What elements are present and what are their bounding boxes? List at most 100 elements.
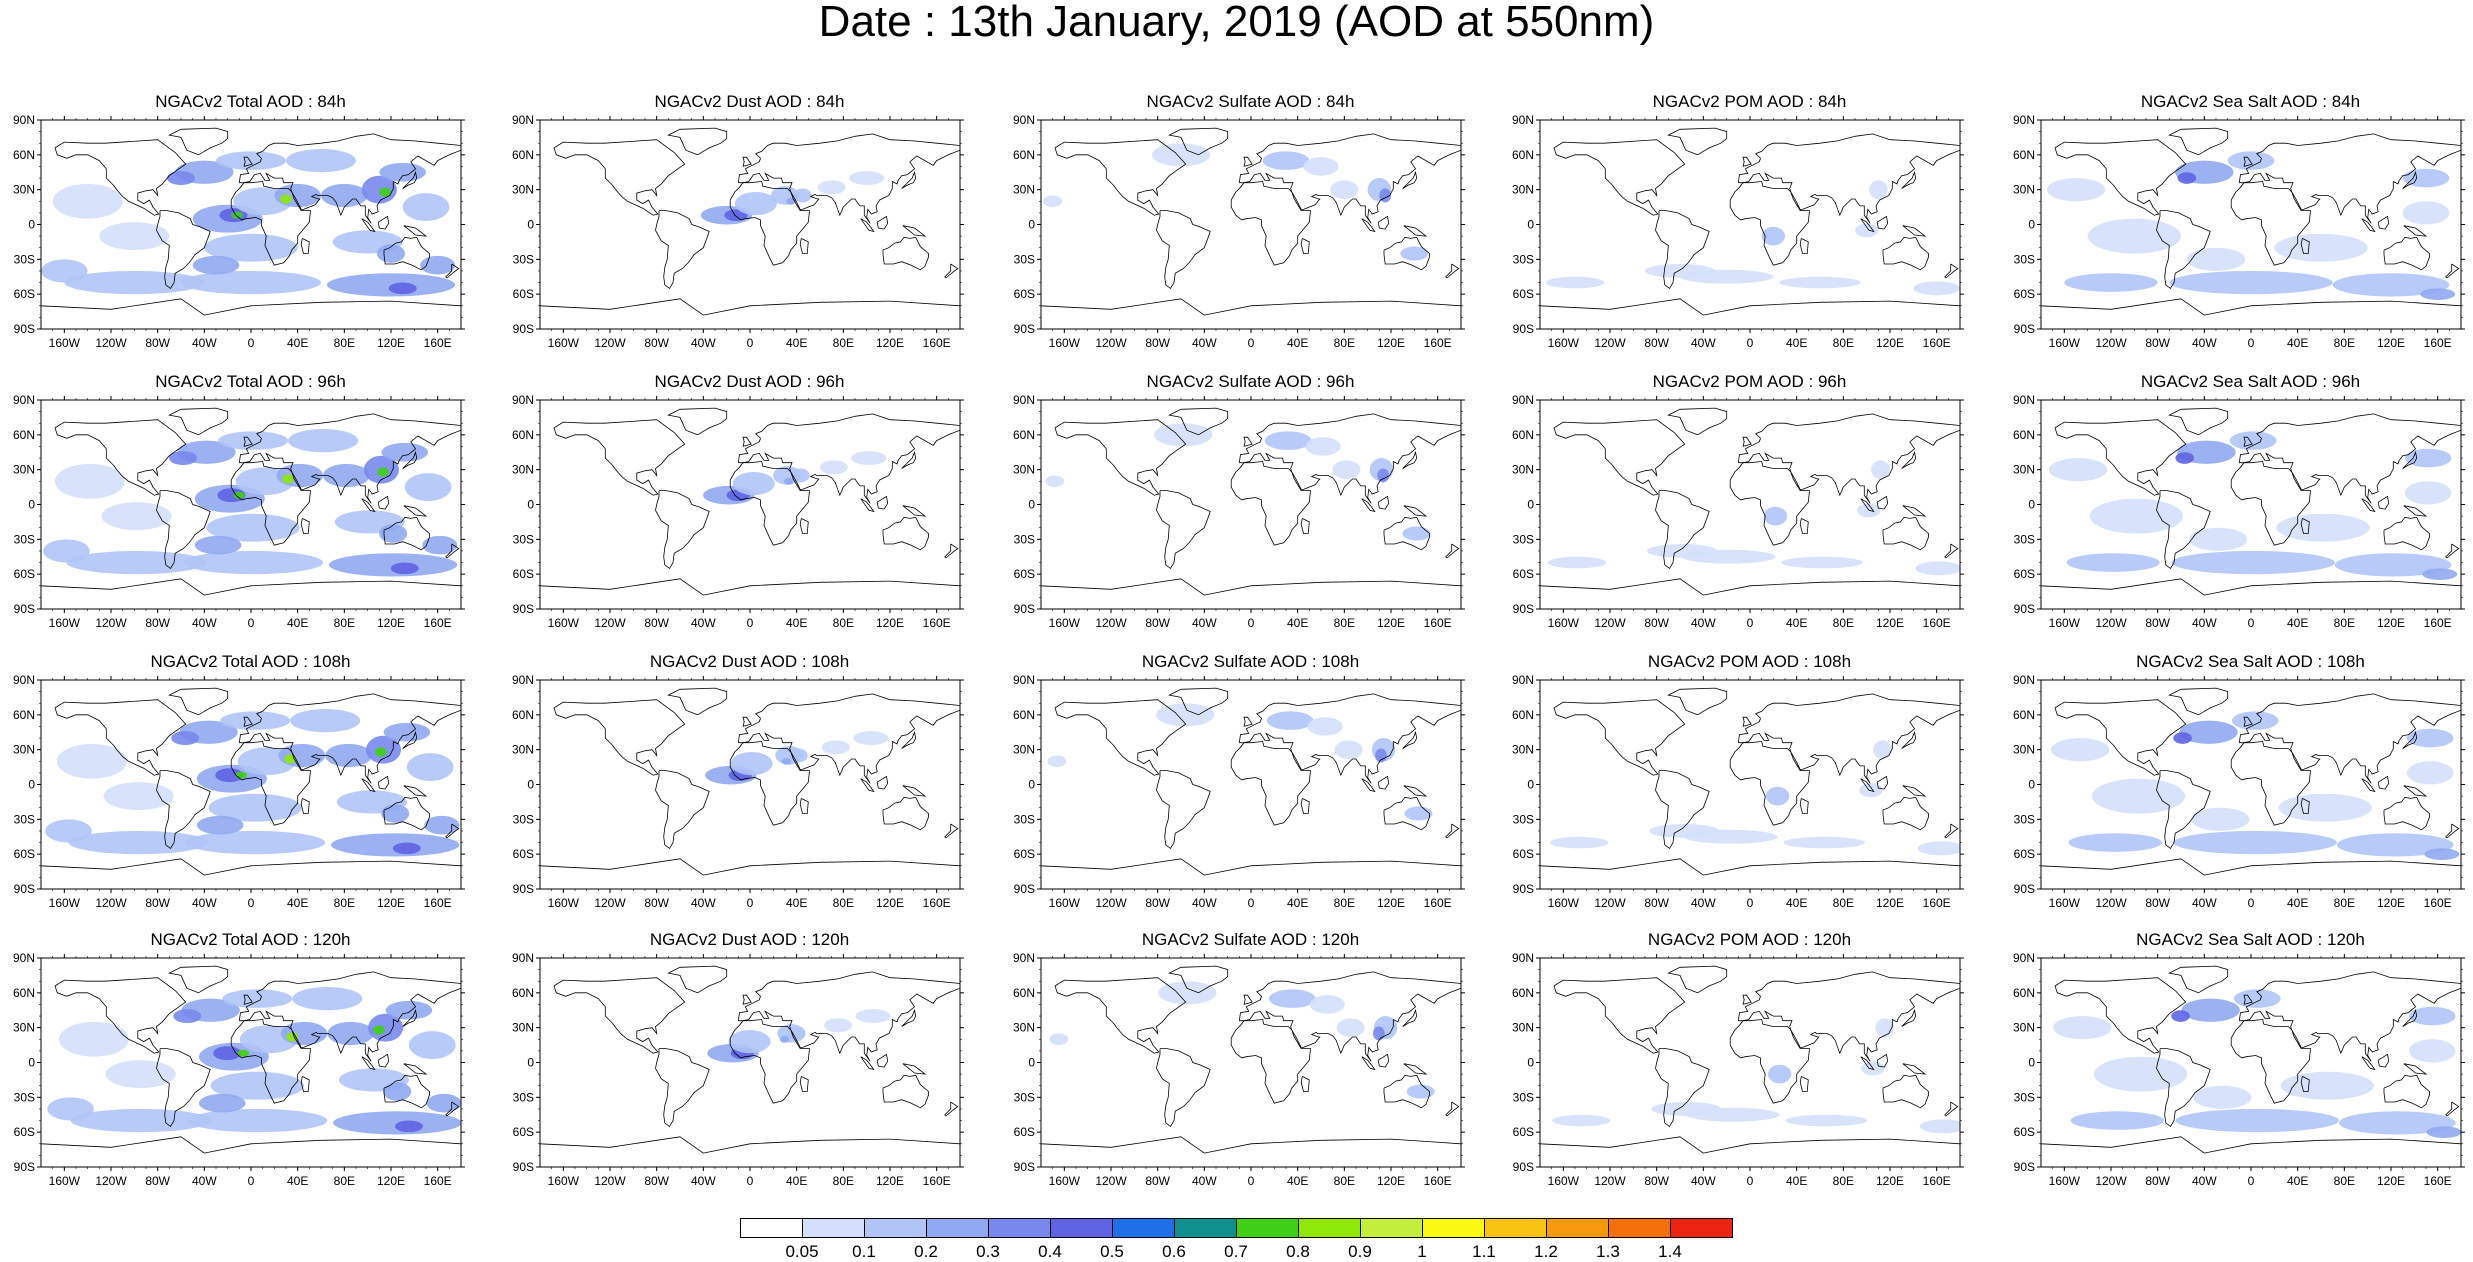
coastline bbox=[737, 693, 960, 784]
coastline bbox=[2041, 858, 2461, 876]
lat-tick-label: 30S bbox=[14, 252, 35, 266]
lon-tick-label: 40E bbox=[786, 616, 807, 630]
coastline bbox=[1361, 1056, 1376, 1071]
lon-tick-label: 80W bbox=[1145, 1174, 1170, 1188]
colorbar-swatch bbox=[864, 1218, 927, 1238]
coastline bbox=[1729, 1019, 1810, 1104]
coastline bbox=[377, 775, 390, 790]
coastline bbox=[1540, 858, 1960, 876]
lon-tick-label: 0 bbox=[2248, 896, 2255, 910]
coastline bbox=[156, 770, 211, 849]
aod-contour-sulfate bbox=[1373, 1026, 1385, 1041]
coastline bbox=[2377, 215, 2390, 230]
aod-contour-total bbox=[385, 1000, 433, 1020]
lat-tick-label: 90S bbox=[1513, 1160, 1534, 1174]
coastline bbox=[377, 1053, 390, 1068]
aod-contour-total bbox=[325, 743, 372, 768]
colorbar-label: 0.1 bbox=[852, 1242, 876, 1261]
aod-contour-total bbox=[171, 731, 200, 746]
coastline bbox=[2243, 716, 2253, 727]
coastline bbox=[1377, 495, 1390, 510]
coastline bbox=[1238, 133, 1461, 224]
lat-tick-label: 0 bbox=[1527, 498, 1534, 512]
lat-tick-label: 60N bbox=[2013, 148, 2035, 162]
coastline bbox=[1361, 498, 1376, 513]
coastline bbox=[1882, 236, 1929, 271]
lat-tick-label: 90N bbox=[512, 951, 534, 965]
lon-tick-label: 160E bbox=[424, 616, 452, 630]
coastline bbox=[238, 413, 461, 504]
coastline bbox=[1876, 495, 1889, 510]
colorbar: 0.05 0.1 0.2 0.3 0.4 0.5 0.6 0.7 0.8 0.9 1 1.1 1.2 1.… bbox=[740, 1218, 1733, 1261]
aod-contour-seasalt bbox=[2046, 178, 2106, 202]
colorbar-swatch bbox=[988, 1218, 1051, 1238]
coastline bbox=[2403, 1063, 2428, 1075]
lat-tick-label: 90S bbox=[1014, 322, 1035, 336]
coastline bbox=[2238, 693, 2461, 784]
aod-contour-seasalt bbox=[2181, 998, 2240, 1022]
lat-tick-label: 90S bbox=[1513, 322, 1534, 336]
panel-title: NGACv2 Dust AOD : 96h bbox=[654, 372, 845, 391]
coastline bbox=[1383, 796, 1430, 831]
lon-tick-label: 80W bbox=[1644, 336, 1669, 350]
coastline bbox=[2156, 1048, 2211, 1127]
aod-contour-sulfate bbox=[1307, 717, 1343, 736]
coastline bbox=[901, 1008, 917, 1027]
aod-contour-dust bbox=[784, 477, 794, 485]
coastline bbox=[2403, 225, 2428, 237]
lat-tick-label: 30S bbox=[513, 812, 534, 826]
lat-tick-label: 60S bbox=[2014, 847, 2035, 861]
panel-title: NGACv2 Sulfate AOD : 84h bbox=[1146, 92, 1355, 111]
aod-contour-sulfate bbox=[1151, 143, 1211, 167]
aod-contour-seasalt bbox=[2420, 288, 2456, 300]
coastline bbox=[243, 994, 253, 1005]
colorbar-label: 0.9 bbox=[1348, 1242, 1372, 1261]
aod-contour-pom bbox=[1919, 1119, 1960, 1134]
coastline bbox=[2361, 1056, 2376, 1071]
aod-contour-sulfate bbox=[1336, 1018, 1365, 1037]
aod-contour-seasalt bbox=[2087, 218, 2181, 254]
map-panel: 90N 60N 30N 0 30S 60S 90S 160W 120W 80W 40W 0 40E 80E… bbox=[13, 393, 465, 630]
lat-tick-label: 90S bbox=[513, 602, 534, 616]
coastline bbox=[1799, 1076, 1809, 1092]
coastline bbox=[230, 1019, 311, 1104]
lon-tick-label: 80E bbox=[1833, 336, 1854, 350]
lon-tick-label: 80W bbox=[644, 896, 669, 910]
lat-tick-label: 90S bbox=[513, 882, 534, 896]
coastline bbox=[1383, 1074, 1430, 1109]
coastline bbox=[1054, 139, 1187, 216]
aod-contour-pom bbox=[1763, 506, 1788, 526]
coastline bbox=[156, 1048, 211, 1127]
coastline bbox=[54, 419, 187, 496]
coastline bbox=[944, 823, 959, 839]
lon-tick-label: 160E bbox=[1424, 1174, 1452, 1188]
lat-tick-label: 60N bbox=[1512, 428, 1534, 442]
coastline bbox=[2377, 775, 2390, 790]
colorbar-swatch bbox=[1174, 1218, 1237, 1238]
lon-tick-label: 40E bbox=[287, 616, 308, 630]
aod-contour-seasalt bbox=[2229, 431, 2277, 450]
lon-tick-label: 160W bbox=[1049, 896, 1081, 910]
lon-tick-label: 40E bbox=[1287, 616, 1308, 630]
lat-tick-label: 90S bbox=[1513, 602, 1534, 616]
lat-tick-label: 60S bbox=[14, 1125, 35, 1139]
aod-contour-seasalt bbox=[2093, 1056, 2188, 1092]
coastline bbox=[156, 490, 211, 569]
coastline bbox=[2403, 505, 2428, 517]
lon-tick-label: 40W bbox=[192, 616, 217, 630]
aod-contour-total bbox=[286, 149, 356, 173]
map-panel: 90N 60N 30N 0 30S 60S 90S 160W 120W 80W 40W 0 40E 80E… bbox=[13, 951, 465, 1188]
coastline bbox=[300, 238, 310, 254]
coastline bbox=[1540, 1136, 1960, 1154]
aod-contour-total bbox=[99, 222, 170, 251]
coastline bbox=[377, 215, 390, 230]
colorbar-label: 0.6 bbox=[1162, 1242, 1186, 1261]
lon-tick-label: 120W bbox=[1095, 896, 1127, 910]
coastline bbox=[1944, 543, 1959, 559]
aod-contour-sulfate bbox=[1406, 1084, 1435, 1099]
lon-tick-label: 80W bbox=[145, 336, 170, 350]
aod-contour-seasalt bbox=[2188, 527, 2248, 551]
lat-tick-label: 0 bbox=[28, 218, 35, 232]
aod-contour-pom bbox=[1859, 783, 1883, 798]
lat-tick-label: 60N bbox=[1512, 708, 1534, 722]
